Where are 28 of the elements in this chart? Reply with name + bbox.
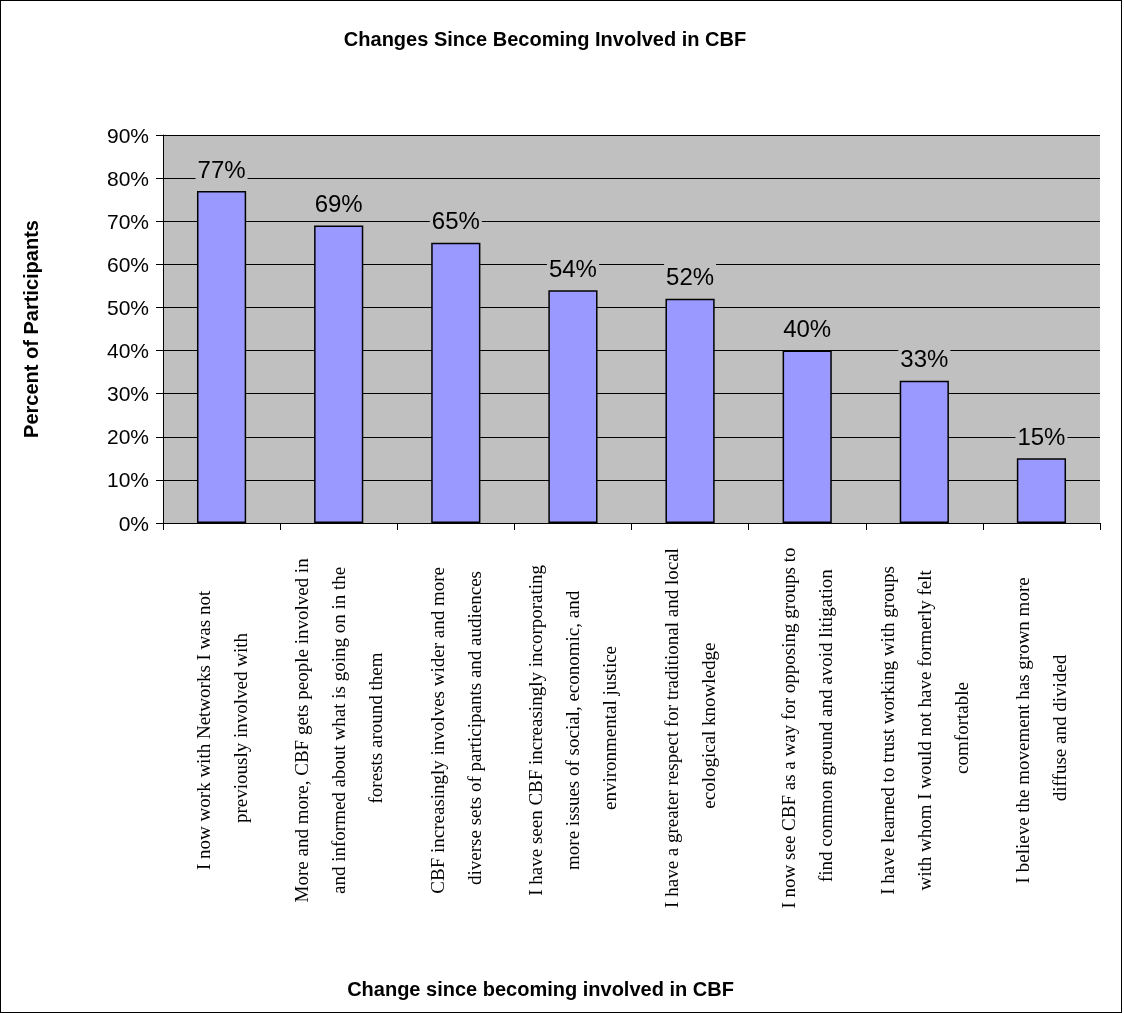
x-tick-label: I have a greater respect for traditional and local ecological knowledge <box>661 548 720 908</box>
y-tick-label: 80% <box>106 166 149 190</box>
data-label: 54% <box>548 254 597 282</box>
x-tick-label: I believe the movement has grown more diffuse and divided <box>1012 572 1071 884</box>
y-tick-label: 20% <box>106 425 149 449</box>
data-label: 33% <box>900 345 949 373</box>
x-tick-label: I have seen CBF increasingly incorporating more issues of social, economic, and environmental justice <box>525 560 621 896</box>
x-tick-label: I have learned to trust working with groups with whom I would not have formerly felt comfortable <box>876 561 972 895</box>
chart-title: Changes Since Becoming Involved in CBF <box>343 28 747 50</box>
x-tick-label: CBF increasingly involves wider and more diverse sets of participants and audiences <box>426 562 485 894</box>
y-tick-label: 30% <box>106 382 149 406</box>
y-tick-label: 90% <box>106 123 149 147</box>
data-label: 69% <box>314 190 363 218</box>
y-tick-label: 10% <box>106 468 149 492</box>
data-label: 40% <box>783 315 832 343</box>
x-tick-label: I now work with Networks I was not previously involved with <box>192 586 251 870</box>
y-tick-label: 50% <box>106 295 149 319</box>
data-label: 15% <box>1017 422 1066 450</box>
data-label: 77% <box>197 155 246 183</box>
x-tick-label: More and more, CBF gets people involved in and informed about what is going on in the forests around them <box>291 553 387 903</box>
y-tick-label: 0% <box>118 511 149 535</box>
data-label: 65% <box>431 207 480 235</box>
x-axis-title: Change since becoming involved in CBF <box>347 978 734 1000</box>
y-tick-label: 70% <box>106 209 149 233</box>
y-tick-label: 60% <box>106 252 149 276</box>
y-tick-label: 40% <box>106 339 149 363</box>
y-axis-title: Percent of Participants <box>20 220 42 438</box>
data-label: 52% <box>666 263 715 291</box>
